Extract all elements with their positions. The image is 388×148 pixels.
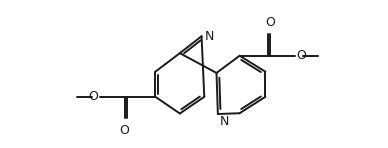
Text: O: O bbox=[265, 16, 275, 29]
Text: N: N bbox=[220, 115, 230, 128]
Text: O: O bbox=[120, 124, 130, 137]
Text: O: O bbox=[296, 49, 307, 62]
Text: O: O bbox=[88, 90, 99, 103]
Text: N: N bbox=[204, 30, 214, 43]
